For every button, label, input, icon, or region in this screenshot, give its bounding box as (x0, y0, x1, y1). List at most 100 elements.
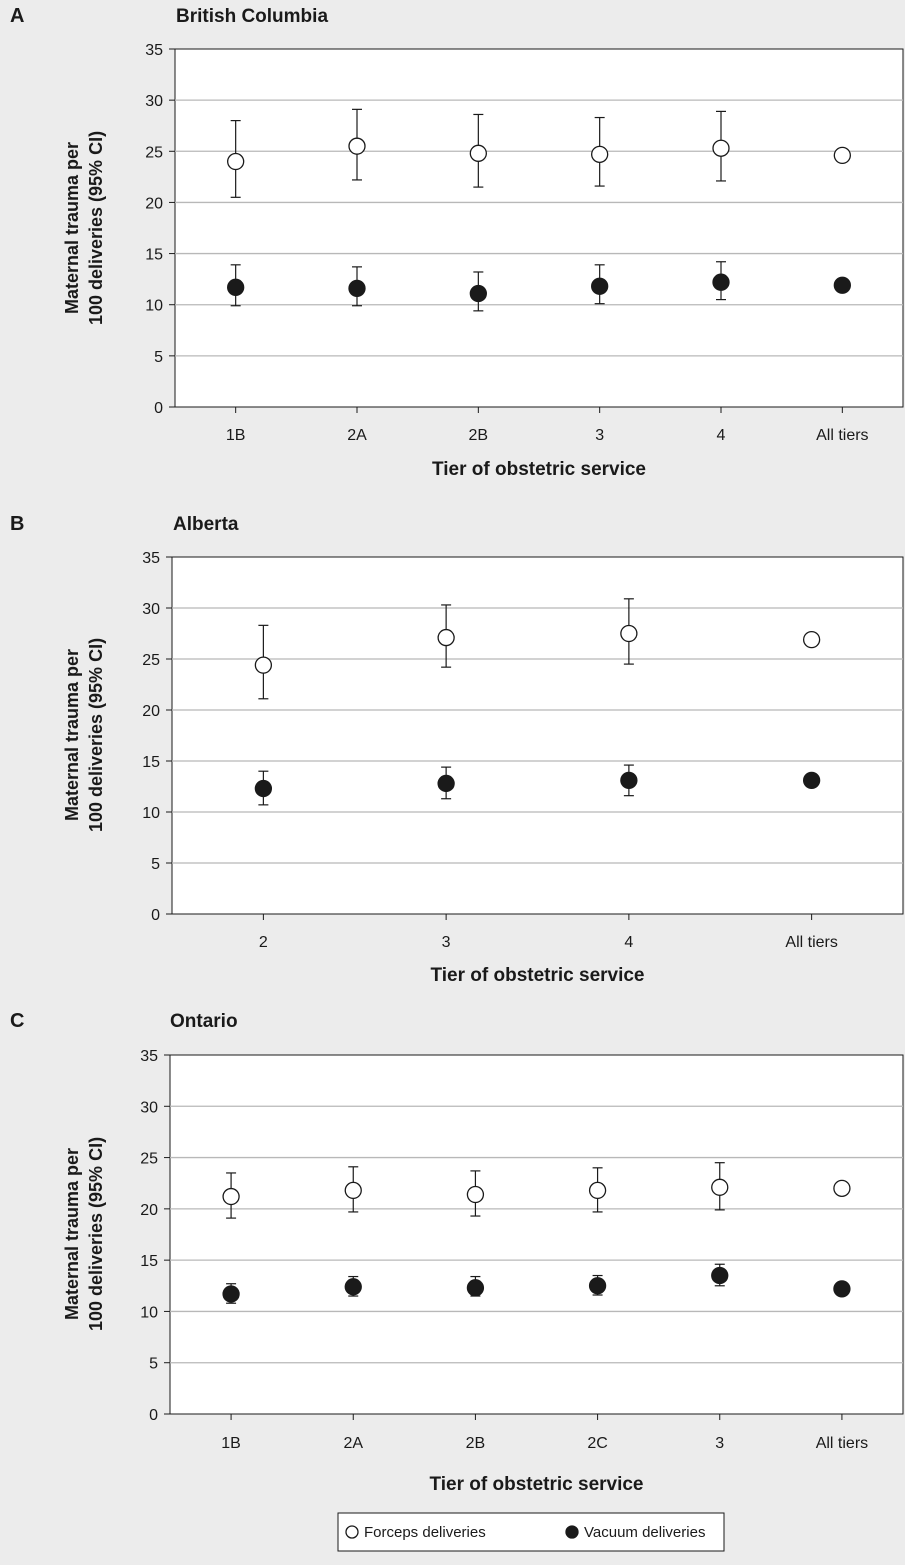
y-tick-label: 0 (154, 400, 163, 417)
panel-letter: C (10, 1010, 24, 1032)
x-tick-label-4: 4 (717, 427, 726, 444)
x-tick-label-3: 3 (715, 1435, 724, 1452)
x-tick-label-1b: 1B (221, 1435, 241, 1452)
y-tick-label: 25 (140, 1151, 158, 1168)
y-tick-label: 35 (145, 42, 163, 59)
chart-panel-b: B Alberta 0 5 10 15 20 25 30 35 2 3 4 All tiers Tier o… (10, 513, 904, 986)
vacuum-point (348, 279, 366, 297)
series-vacuum-deliveries (254, 764, 821, 806)
vacuum-point (466, 1279, 485, 1297)
y-axis-title-line: Maternal trauma per (62, 649, 82, 821)
y-tick-label: 20 (140, 1202, 158, 1219)
panel-title: Ontario (170, 1011, 238, 1032)
forceps-point (833, 1179, 851, 1197)
y-tick-label: 15 (145, 247, 163, 264)
y-axis-title-line: 100 deliveries (95% CI) (86, 1137, 106, 1331)
y-axis-title: Maternal trauma per 100 deliveries (95% C… (62, 1137, 106, 1331)
x-tick-label-2: 2 (259, 934, 268, 951)
plot-area (169, 1054, 904, 1415)
series-vacuum-deliveries (222, 1263, 851, 1304)
x-tick-label-1b: 1B (226, 427, 246, 444)
y-tick-label: 5 (154, 349, 163, 366)
vacuum-point (711, 1266, 729, 1285)
x-axis-title: Tier of obstetric service (429, 1474, 643, 1495)
x-tick-label-2a: 2A (347, 427, 367, 444)
forceps-point (591, 145, 609, 164)
series-forceps-deliveries (254, 598, 821, 700)
vacuum-point (254, 779, 273, 798)
vacuum-point (344, 1278, 362, 1296)
x-axis-title: Tier of obstetric service (430, 965, 644, 986)
y-tick-label: 10 (142, 805, 160, 822)
vacuum-point (802, 771, 821, 790)
x-tick-label-3: 3 (595, 427, 604, 444)
forceps-point (348, 137, 366, 155)
vacuum-point (833, 276, 851, 294)
y-tick-label: 0 (151, 907, 160, 924)
plot-area (174, 48, 904, 408)
y-tick-label: 35 (142, 550, 160, 567)
y-tick-label: 30 (142, 601, 160, 618)
y-tick-label: 10 (140, 1304, 158, 1321)
y-tick-label: 10 (145, 298, 163, 315)
forceps-point (466, 1185, 485, 1204)
vacuum-point (469, 284, 487, 303)
chart-panel-a: A British Columbia 0 5 10 15 20 25 30 35 1B 2A 2B 3 4 A… (10, 5, 904, 480)
vacuum-point (227, 278, 245, 296)
panel-title: British Columbia (176, 6, 328, 27)
series-vacuum-deliveries (227, 261, 851, 312)
forceps-point (469, 144, 487, 162)
y-tick-label: 5 (151, 856, 160, 873)
x-tick-label-2c: 2C (587, 1435, 607, 1452)
y-tick-label: 25 (145, 144, 163, 161)
x-tick-label-2b: 2B (469, 427, 489, 444)
legend: Forceps deliveries Vacuum deliveries (337, 1512, 725, 1552)
panel-letter: A (10, 5, 24, 27)
forceps-point (711, 1178, 729, 1196)
y-tick-label: 20 (142, 703, 160, 720)
forceps-point (802, 630, 821, 649)
y-axis-title: Maternal trauma per 100 deliveries (95% C… (62, 638, 106, 832)
y-tick-label: 15 (142, 754, 160, 771)
y-tick-label: 20 (145, 195, 163, 212)
forceps-legend-label: Forceps deliveries (364, 1524, 486, 1541)
y-axis-title-line: Maternal trauma per (62, 142, 82, 314)
x-tick-label-all-tiers: All tiers (785, 934, 837, 951)
forceps-point (437, 628, 455, 647)
vacuum-legend-label: Vacuum deliveries (584, 1524, 705, 1541)
x-tick-label-2a: 2A (343, 1435, 363, 1452)
forceps-point (222, 1187, 240, 1206)
panel-letter: B (10, 513, 24, 535)
forceps-point (588, 1181, 607, 1200)
x-tick-label-all-tiers: All tiers (816, 1435, 868, 1452)
x-tick-label-4: 4 (624, 934, 633, 951)
x-tick-label-2b: 2B (466, 1435, 486, 1452)
x-tick-label-3: 3 (442, 934, 451, 951)
y-axis-title-line: 100 deliveries (95% CI) (86, 638, 106, 832)
vacuum-point (222, 1285, 240, 1303)
y-tick-label: 30 (140, 1099, 158, 1116)
forceps-point (344, 1181, 362, 1200)
y-tick-label: 0 (149, 1407, 158, 1424)
vacuum-point (833, 1280, 851, 1298)
vacuum-legend-marker (565, 1525, 579, 1539)
legend-box (337, 1512, 725, 1552)
forceps-point (712, 139, 730, 157)
vacuum-point (588, 1277, 607, 1295)
chart-panel-c: C Ontario 0 5 10 15 20 25 30 35 1B 2A 2B 2C 3 All tiers… (10, 1010, 904, 1495)
y-tick-label: 25 (142, 652, 160, 669)
forceps-point (254, 656, 273, 674)
forceps-point (227, 152, 245, 171)
vacuum-point (620, 771, 638, 790)
series-forceps-deliveries (227, 108, 851, 198)
y-axis-title-line: 100 deliveries (95% CI) (86, 131, 106, 325)
forceps-legend-marker (345, 1525, 359, 1539)
vacuum-point (712, 273, 730, 291)
plot-area (171, 556, 904, 915)
y-axis-title: Maternal trauma per 100 deliveries (95% C… (62, 131, 106, 325)
vacuum-point (591, 277, 609, 295)
forceps-point (833, 146, 851, 165)
panel-title: Alberta (173, 514, 239, 535)
